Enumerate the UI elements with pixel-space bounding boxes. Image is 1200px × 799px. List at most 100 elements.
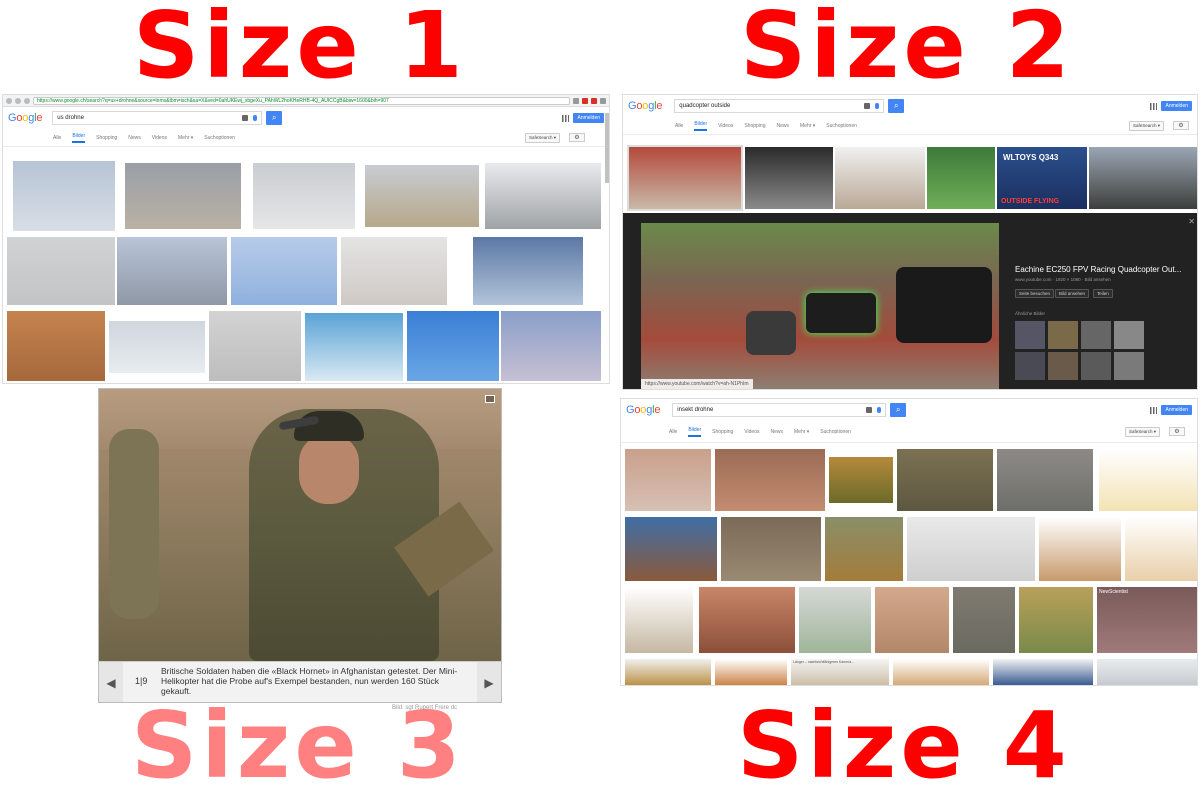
related-image[interactable]: [1048, 352, 1078, 380]
search-button[interactable]: ⌕: [888, 99, 905, 113]
image-result[interactable]: [1097, 659, 1197, 685]
image-result[interactable]: [7, 311, 105, 381]
apps-grid-icon[interactable]: [1150, 406, 1158, 414]
image-result[interactable]: [407, 311, 499, 381]
image-result[interactable]: [13, 161, 115, 231]
tab-search-tools[interactable]: Suchoptionen: [204, 134, 235, 141]
image-result[interactable]: NewScientist: [1097, 587, 1197, 653]
image-result[interactable]: [953, 587, 1015, 653]
related-image[interactable]: [1114, 352, 1144, 380]
image-result[interactable]: [253, 163, 355, 229]
settings-gear-icon[interactable]: ⚙: [1169, 427, 1185, 436]
image-result[interactable]: [117, 237, 227, 305]
microphone-icon[interactable]: [253, 115, 258, 121]
tab-videos[interactable]: Videos: [151, 134, 167, 141]
image-result[interactable]: [473, 237, 583, 305]
tab-shopping[interactable]: Shopping: [96, 134, 118, 141]
image-result[interactable]: [745, 147, 833, 209]
image-result[interactable]: [1099, 449, 1197, 511]
image-result[interactable]: [893, 659, 989, 685]
image-result[interactable]: [721, 517, 821, 581]
tab-more[interactable]: Mehr ▾: [800, 122, 816, 129]
image-result[interactable]: [799, 587, 871, 653]
image-result[interactable]: [625, 517, 717, 581]
tab-videos[interactable]: Videos: [744, 428, 760, 435]
safesearch-dropdown[interactable]: SafeSearch ▾: [525, 133, 561, 143]
tab-more[interactable]: Mehr ▾: [178, 134, 194, 141]
tab-all[interactable]: Alle: [675, 122, 684, 129]
google-logo[interactable]: Google: [626, 404, 661, 416]
tab-news[interactable]: News: [128, 134, 141, 141]
settings-gear-icon[interactable]: ⚙: [1173, 121, 1189, 130]
signin-button[interactable]: Anmelden: [573, 113, 604, 123]
tab-all[interactable]: Alle: [53, 134, 62, 141]
image-result[interactable]: [231, 237, 337, 305]
image-result[interactable]: [829, 457, 893, 503]
google-logo[interactable]: Google: [628, 100, 663, 112]
apps-grid-icon[interactable]: [562, 114, 570, 122]
tab-more[interactable]: Mehr ▾: [794, 428, 810, 435]
search-input[interactable]: quadcopter outside: [674, 99, 885, 113]
image-result[interactable]: [7, 237, 115, 305]
google-logo[interactable]: Google: [8, 112, 43, 124]
camera-icon[interactable]: [242, 115, 249, 121]
search-input[interactable]: insekt drohne: [672, 403, 887, 417]
next-button[interactable]: ▶: [477, 662, 501, 702]
image-result[interactable]: [927, 147, 995, 209]
image-result[interactable]: [875, 587, 949, 653]
image-result[interactable]: [625, 659, 711, 685]
reload-icon[interactable]: [24, 97, 30, 104]
image-result[interactable]: [1039, 517, 1121, 581]
image-result[interactable]: [365, 165, 479, 227]
scrollbar[interactable]: [605, 113, 609, 183]
camera-icon[interactable]: [866, 407, 873, 413]
image-result[interactable]: [1019, 587, 1093, 653]
safesearch-dropdown[interactable]: SafeSearch ▾: [1129, 121, 1165, 131]
camera-icon[interactable]: [864, 103, 871, 109]
image-result[interactable]: [1125, 517, 1197, 581]
selected-image[interactable]: https://www.youtube.com/watch?v=ah-N1PhI…: [641, 223, 999, 389]
image-result[interactable]: [625, 449, 711, 511]
image-result[interactable]: [625, 587, 693, 653]
extension-icon[interactable]: [573, 97, 579, 104]
settings-gear-icon[interactable]: ⚙: [569, 133, 585, 142]
tab-images[interactable]: Bilder: [72, 133, 86, 143]
related-image[interactable]: [1081, 352, 1111, 380]
tab-search-tools[interactable]: Suchoptionen: [820, 428, 851, 435]
back-icon[interactable]: [6, 97, 12, 104]
related-image[interactable]: [1114, 321, 1144, 349]
search-input[interactable]: us drohne: [52, 111, 263, 125]
image-result[interactable]: [835, 147, 925, 209]
safesearch-dropdown[interactable]: SafeSearch ▾: [1125, 427, 1161, 437]
image-result[interactable]: [125, 163, 241, 229]
close-icon[interactable]: ✕: [1188, 217, 1195, 226]
image-result[interactable]: [501, 311, 601, 381]
tab-images[interactable]: Bilder: [694, 121, 708, 131]
image-result[interactable]: [109, 321, 205, 373]
image-result[interactable]: [825, 517, 903, 581]
tab-search-tools[interactable]: Suchoptionen: [826, 122, 857, 129]
image-result[interactable]: [907, 517, 1035, 581]
image-result[interactable]: Länger – nachtsichtfähigeres Kamera...: [791, 659, 889, 685]
microphone-icon[interactable]: [875, 103, 880, 109]
image-result[interactable]: [897, 449, 993, 511]
tab-shopping[interactable]: Shopping: [712, 428, 734, 435]
image-result[interactable]: WLTOYS Q343 OUTSIDE FLYING: [997, 147, 1087, 209]
visit-page-button[interactable]: Seite besuchen: [1015, 289, 1055, 298]
image-result[interactable]: [209, 311, 301, 381]
microphone-icon[interactable]: [877, 407, 882, 413]
related-image[interactable]: [1015, 321, 1045, 349]
tab-all[interactable]: Alle: [669, 428, 678, 435]
image-result[interactable]: [1089, 147, 1197, 209]
tab-news[interactable]: News: [770, 428, 783, 435]
related-image[interactable]: [1015, 352, 1045, 380]
image-result[interactable]: [993, 659, 1093, 685]
signin-button[interactable]: Anmelden: [1161, 101, 1192, 111]
forward-icon[interactable]: [15, 97, 21, 104]
image-result[interactable]: [305, 313, 403, 381]
signin-button[interactable]: Anmelden: [1161, 405, 1192, 415]
share-button[interactable]: Teilen: [1093, 289, 1113, 298]
menu-icon[interactable]: [600, 97, 606, 104]
image-result[interactable]: [715, 449, 825, 511]
fullscreen-icon[interactable]: [485, 395, 495, 403]
